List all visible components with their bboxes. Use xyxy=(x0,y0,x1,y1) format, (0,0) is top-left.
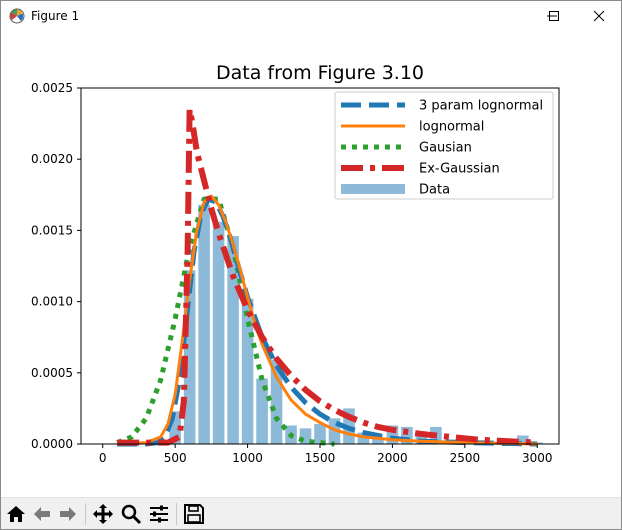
legend: 3 param lognormal lognormal Gausian Ex-Gaus… xyxy=(334,91,554,200)
histogram-bar xyxy=(256,378,268,444)
lines-layer xyxy=(116,106,538,447)
legend-handle xyxy=(341,184,405,194)
histogram-bar xyxy=(386,425,399,444)
zoom-button[interactable] xyxy=(119,502,143,526)
legend-label: 3 param lognormal xyxy=(419,99,543,114)
histogram-bar xyxy=(415,432,428,444)
pan-icon xyxy=(93,504,113,524)
y-axis: 0.0000 0.0005 0.0010 0.0015 0.0020 0.0025 xyxy=(31,81,81,451)
window-title: Figure 1 xyxy=(31,9,80,23)
x-tick-label: 1500 xyxy=(305,451,336,465)
histogram-bar xyxy=(401,426,413,444)
x-axis: 0 500 1000 1500 2000 2500 3000 xyxy=(99,444,553,465)
back-button[interactable] xyxy=(30,502,54,526)
histogram-bar xyxy=(183,270,196,444)
save-icon xyxy=(184,504,204,524)
minimize-button[interactable] xyxy=(529,1,575,31)
matplotlib-app-icon xyxy=(9,8,25,24)
chart-svg: Data from Figure 3.10 0 500 1000 1500 2000 25… xyxy=(31,62,560,465)
toolbar-separator xyxy=(176,503,177,525)
title-bar[interactable]: Figure 1 xyxy=(1,1,621,31)
histogram-bar xyxy=(372,438,384,444)
y-tick-label: 0.0010 xyxy=(31,295,73,309)
back-arrow-icon xyxy=(34,507,50,521)
plot-canvas[interactable]: Data from Figure 3.10 0 500 1000 1500 2000 25… xyxy=(1,31,621,497)
bars-layer xyxy=(140,204,544,444)
histogram-bar xyxy=(270,359,283,444)
y-tick-label: 0.0015 xyxy=(31,223,73,237)
histogram-bar xyxy=(227,236,239,444)
histogram-bar xyxy=(169,411,181,444)
x-tick-label: 500 xyxy=(164,451,187,465)
save-button[interactable] xyxy=(182,502,206,526)
x-tick-label: 1000 xyxy=(232,451,263,465)
series-line-ex-gaussian xyxy=(117,106,538,446)
histogram-bar xyxy=(212,221,225,444)
y-tick-label: 0.0025 xyxy=(31,81,73,95)
histogram-bar xyxy=(241,298,254,444)
close-button[interactable] xyxy=(576,1,621,31)
forward-arrow-icon xyxy=(60,507,76,521)
x-tick-label: 2000 xyxy=(377,451,408,465)
forward-button[interactable] xyxy=(56,502,80,526)
y-tick-label: 0.0000 xyxy=(31,437,73,451)
legend-label: Data xyxy=(419,183,450,198)
series-line-lognormal xyxy=(117,194,538,446)
histogram-bar xyxy=(299,428,312,444)
x-tick-label: 0 xyxy=(99,451,107,465)
histogram-bar xyxy=(198,204,210,444)
subplots-config-icon xyxy=(150,505,168,523)
maximize-icon xyxy=(549,11,559,21)
x-tick-label: 3000 xyxy=(522,451,553,465)
legend-label: Ex-Gaussian xyxy=(419,162,500,177)
toolbar-separator xyxy=(85,503,86,525)
series-line-3-param-lognormal xyxy=(117,196,538,447)
x-tick-label: 2500 xyxy=(450,451,481,465)
y-tick-label: 0.0020 xyxy=(31,152,73,166)
zoom-icon xyxy=(121,504,142,525)
legend-label: Gausian xyxy=(419,141,472,156)
home-icon xyxy=(7,506,25,522)
y-tick-label: 0.0005 xyxy=(31,366,73,380)
maximize-button[interactable] xyxy=(531,1,577,31)
chart-title: Data from Figure 3.10 xyxy=(216,62,424,84)
navigation-toolbar xyxy=(1,497,621,529)
series-line-gausian xyxy=(116,196,335,447)
subplots-button[interactable] xyxy=(147,502,171,526)
histogram-bar xyxy=(314,424,326,444)
legend-label: lognormal xyxy=(419,120,484,135)
legend-box xyxy=(334,91,554,200)
pan-button[interactable] xyxy=(91,502,115,526)
close-icon xyxy=(593,10,605,22)
minimize-icon xyxy=(547,15,557,17)
histogram-bar xyxy=(516,435,529,444)
home-button[interactable] xyxy=(4,502,28,526)
